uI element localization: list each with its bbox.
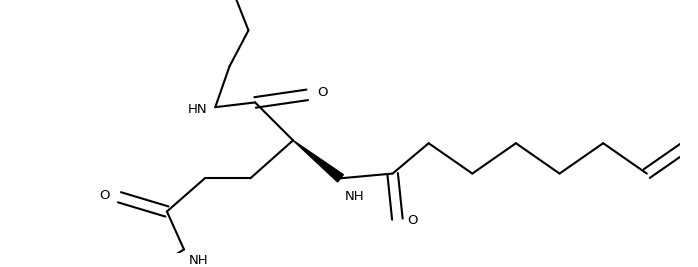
- Polygon shape: [293, 140, 343, 182]
- Text: NH: NH: [188, 254, 208, 267]
- Text: O: O: [100, 189, 110, 202]
- Text: NH: NH: [346, 190, 365, 203]
- Text: O: O: [407, 214, 417, 227]
- Text: HN: HN: [188, 103, 208, 116]
- Text: O: O: [317, 87, 327, 99]
